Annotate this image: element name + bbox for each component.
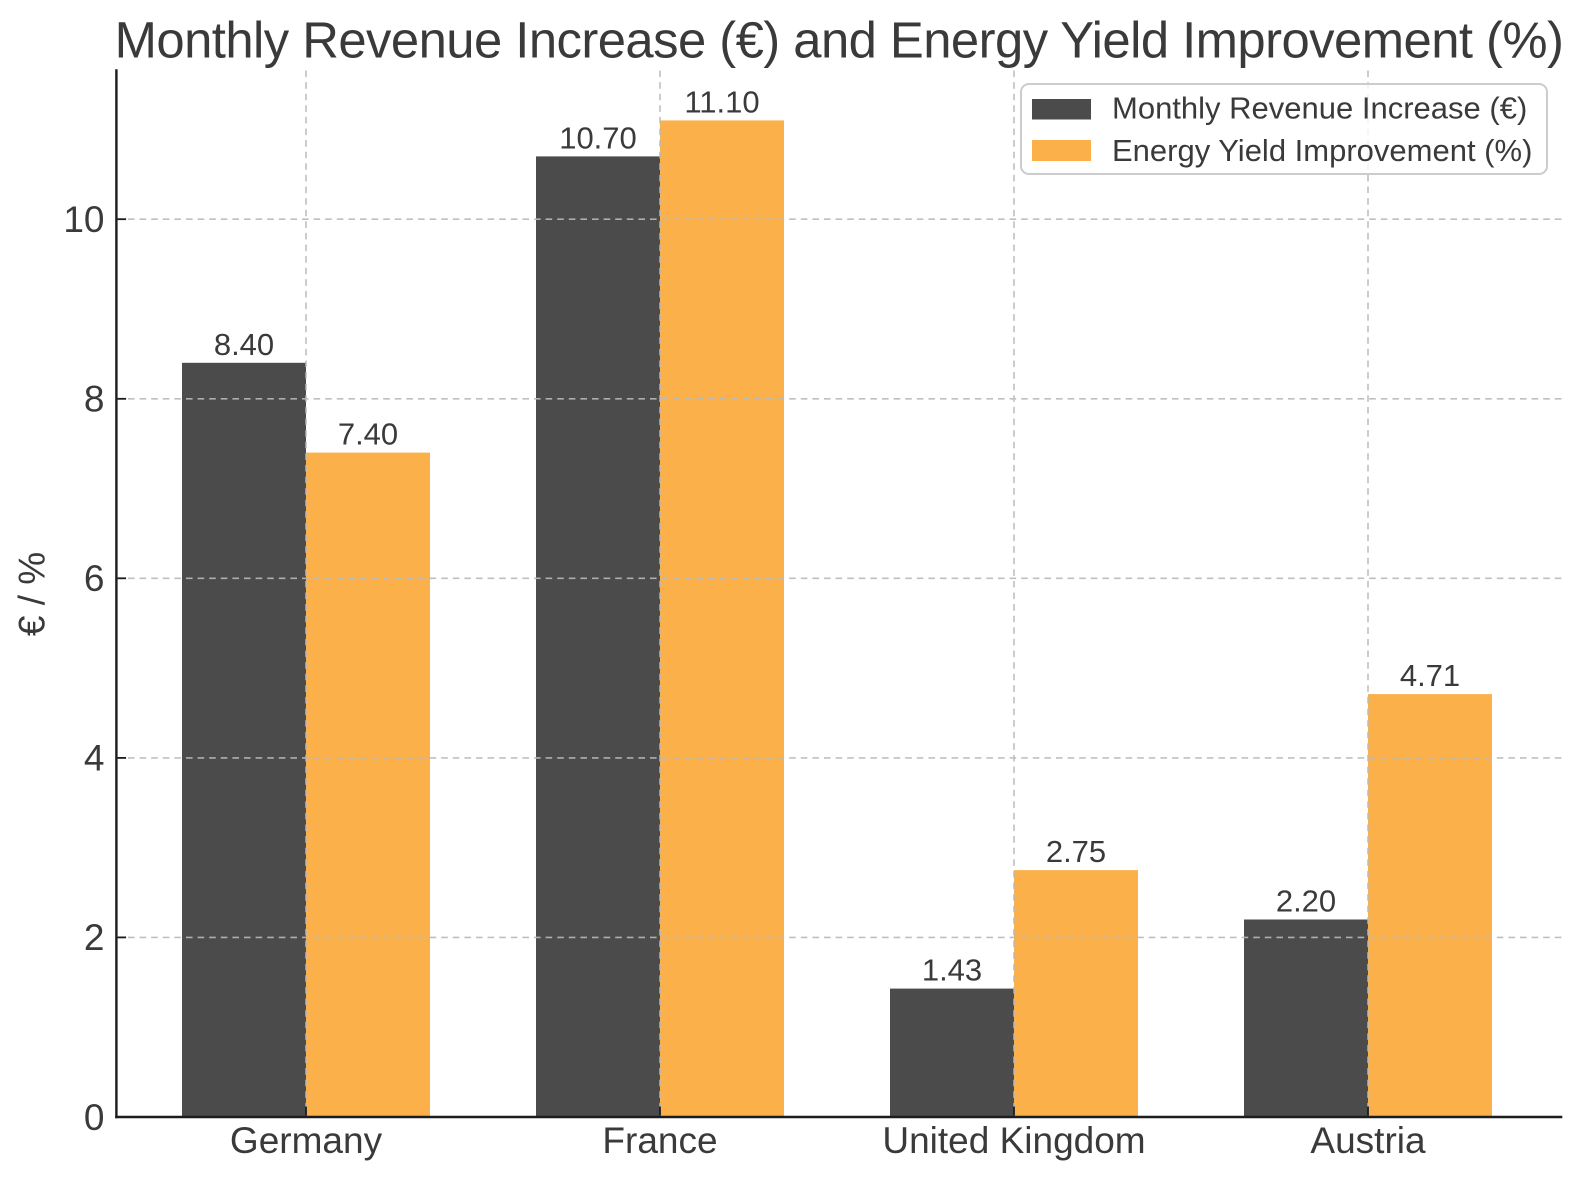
svg-text:Austria: Austria [1310,1120,1426,1161]
svg-text:2.75: 2.75 [1046,834,1106,869]
svg-text:Energy Yield Improvement (%): Energy Yield Improvement (%) [1112,133,1532,168]
svg-text:6: 6 [84,558,105,599]
svg-text:8: 8 [84,379,105,420]
svg-text:2.20: 2.20 [1276,884,1336,919]
svg-text:10.70: 10.70 [559,120,637,155]
svg-text:Germany: Germany [230,1120,383,1161]
svg-text:0: 0 [84,1097,105,1138]
svg-text:United Kingdom: United Kingdom [882,1120,1145,1161]
svg-text:10: 10 [63,199,104,240]
svg-text:4: 4 [84,738,105,779]
svg-text:8.40: 8.40 [214,327,274,362]
svg-text:11.10: 11.10 [684,84,759,119]
svg-text:€ / %: € / % [12,552,53,636]
svg-text:Monthly Revenue Increase (€) a: Monthly Revenue Increase (€) and Energy … [115,12,1564,69]
svg-text:7.40: 7.40 [338,417,398,452]
svg-text:4.71: 4.71 [1400,658,1460,693]
svg-text:2: 2 [84,917,105,958]
svg-text:Monthly Revenue Increase (€): Monthly Revenue Increase (€) [1112,91,1527,126]
svg-text:France: France [602,1120,717,1161]
svg-text:1.43: 1.43 [922,953,982,988]
